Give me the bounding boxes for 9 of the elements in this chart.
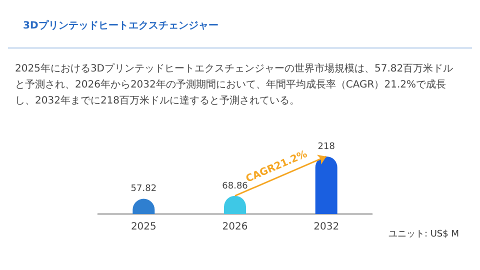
chart-subtitle: 2025年における3Dプリンテッドヒートエクスチェンジャーの世界市場規模は、57.82百万米ドルと予測され、2026年から2032年の予測期間において、年間平均成長率（CAGR）21.2%で成長し、2032年までに218百万米ドルに達すると予測されている。	[15, 62, 454, 106]
x-tick-label: 2026	[222, 222, 248, 232]
data-label: 57.82	[130, 184, 157, 194]
data-label: 68.86	[222, 181, 248, 192]
data-label: 218	[318, 142, 336, 152]
chart-title: 3Dプリンテッドヒートエクスチェンジャー	[23, 20, 218, 32]
x-tick-label: 2025	[130, 222, 156, 232]
text: ユニット: US$ M	[388, 230, 459, 240]
x-tick-label: 2032	[314, 222, 340, 232]
